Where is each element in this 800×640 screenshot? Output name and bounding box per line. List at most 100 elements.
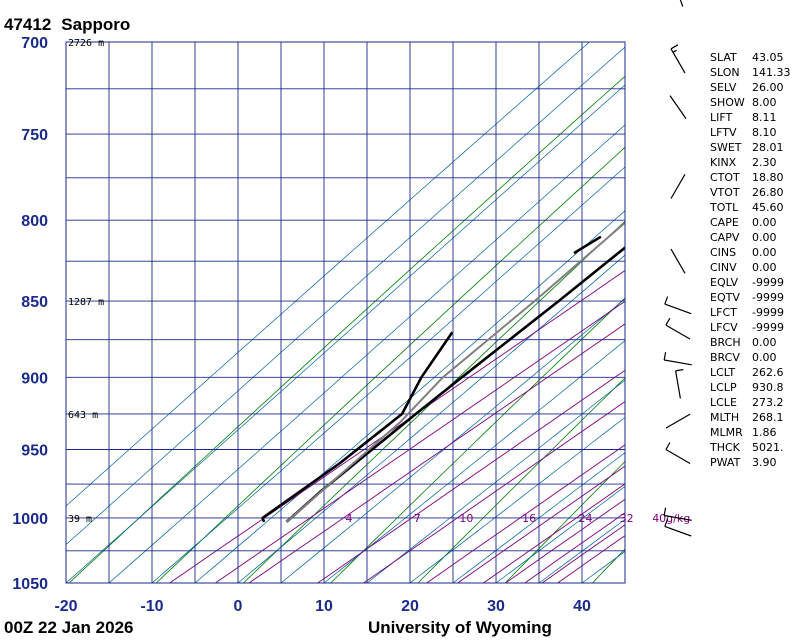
height-label: 1287 m bbox=[68, 297, 104, 308]
mixing-ratio-label: 4 bbox=[346, 512, 353, 525]
mixing-ratio-line bbox=[363, 401, 625, 583]
mixing-ratio-line bbox=[505, 498, 625, 583]
wind-barb-shaft bbox=[665, 448, 691, 465]
index-name: MLTH bbox=[710, 411, 739, 424]
pressure-tick-label: 1000 bbox=[12, 511, 48, 528]
wind-barb-shaft bbox=[665, 413, 691, 429]
dry-adiabat bbox=[156, 146, 625, 583]
mixing-ratio-label: 40g/kg bbox=[652, 512, 690, 525]
dry-adiabat bbox=[417, 377, 625, 583]
wind-barb bbox=[664, 518, 692, 537]
height-label: 2726 m bbox=[68, 38, 104, 49]
mixing-ratio-line bbox=[457, 465, 625, 583]
index-value: -9999 bbox=[752, 291, 784, 304]
wind-barb-shaft bbox=[664, 303, 692, 315]
moist-adiabat bbox=[66, 42, 590, 507]
wind-barb bbox=[670, 173, 686, 199]
index-name: EQLV bbox=[710, 276, 739, 289]
temperature-tick-label: -10 bbox=[140, 598, 163, 615]
index-value: 3.90 bbox=[752, 456, 777, 469]
index-value: -9999 bbox=[752, 276, 784, 289]
index-name: SLAT bbox=[710, 51, 737, 64]
index-name: SHOW bbox=[710, 96, 745, 109]
pressure-tick-label: 950 bbox=[21, 443, 48, 460]
wind-barb-flag bbox=[665, 442, 671, 450]
index-value: 8.11 bbox=[752, 111, 777, 124]
station-id: 47412 bbox=[4, 15, 51, 34]
isobar-isotherm-grid bbox=[66, 42, 625, 583]
index-value: 26.00 bbox=[752, 81, 784, 94]
wind-barb-shaft bbox=[679, 0, 684, 7]
index-name: VTOT bbox=[710, 186, 740, 199]
moist-adiabat bbox=[66, 84, 625, 583]
index-name: LCLP bbox=[710, 381, 737, 394]
temperature-tick-label: 20 bbox=[401, 598, 419, 615]
index-name: LCLE bbox=[710, 396, 737, 409]
pressure-tick-label: 900 bbox=[21, 370, 48, 387]
index-value: 0.00 bbox=[752, 246, 777, 259]
index-name: EQTV bbox=[710, 291, 740, 304]
wind-barb bbox=[665, 317, 691, 340]
mixing-ratio-label: 10 bbox=[459, 512, 473, 525]
wind-barb-shaft bbox=[664, 525, 692, 537]
wind-barb-shaft bbox=[669, 95, 687, 119]
index-value: 273.2 bbox=[752, 396, 784, 409]
index-name: LFTV bbox=[710, 126, 737, 139]
height-label: 39 m bbox=[68, 514, 92, 525]
moist-adiabat bbox=[151, 166, 625, 583]
index-name: PWAT bbox=[710, 456, 741, 469]
dewpoint-upper-line bbox=[573, 235, 602, 255]
mixing-ratio-label: 32 bbox=[620, 512, 634, 525]
index-value: 1.86 bbox=[752, 426, 777, 439]
index-name: CAPE bbox=[710, 216, 739, 229]
index-name: SWET bbox=[710, 141, 742, 154]
index-value: 0.00 bbox=[752, 351, 777, 364]
temperature-tick-label: 40 bbox=[573, 598, 591, 615]
index-name: KINX bbox=[710, 156, 737, 169]
moist-adiabat bbox=[452, 452, 625, 583]
pressure-axis: 700 750 800 850 900 950 1000 1050 bbox=[12, 35, 48, 593]
moist-adiabat bbox=[366, 379, 625, 583]
index-value: -9999 bbox=[752, 321, 784, 334]
index-name: BRCH bbox=[710, 336, 741, 349]
mixing-ratio-line bbox=[426, 444, 625, 583]
dry-adiabat bbox=[504, 460, 625, 583]
pressure-tick-label: 1050 bbox=[12, 576, 48, 593]
wind-barb bbox=[664, 296, 692, 315]
height-label: 643 m bbox=[68, 410, 98, 421]
index-value: 268.1 bbox=[752, 411, 784, 424]
wind-barbs bbox=[663, 0, 692, 537]
index-value: 18.80 bbox=[752, 171, 784, 184]
index-value: 0.00 bbox=[752, 231, 777, 244]
index-value: 5021. bbox=[752, 441, 784, 454]
index-value: 8.00 bbox=[752, 96, 777, 109]
index-value: 45.60 bbox=[752, 201, 784, 214]
mixing-ratio-line bbox=[317, 369, 625, 583]
index-name: CAPV bbox=[710, 231, 740, 244]
index-value: 2.30 bbox=[752, 156, 777, 169]
index-value: 8.10 bbox=[752, 126, 777, 139]
pressure-tick-label: 750 bbox=[21, 127, 48, 144]
index-value: 26.80 bbox=[752, 186, 784, 199]
mixing-ratio-label: 7 bbox=[414, 512, 421, 525]
wind-barb bbox=[663, 507, 692, 521]
index-name: LFCV bbox=[710, 321, 738, 334]
index-name: LIFT bbox=[710, 111, 733, 124]
wind-barb bbox=[669, 95, 687, 119]
temperature-tick-label: 30 bbox=[487, 598, 505, 615]
parcel-line bbox=[285, 221, 625, 523]
mixing-ratio-line bbox=[483, 483, 625, 583]
pressure-tick-label: 850 bbox=[21, 294, 48, 311]
wind-barb bbox=[665, 442, 691, 465]
index-value: 0.00 bbox=[752, 216, 777, 229]
index-value: 43.05 bbox=[752, 51, 784, 64]
mixing-ratio-label: 16 bbox=[522, 512, 536, 525]
wind-barb-flag bbox=[663, 351, 667, 361]
wind-barb bbox=[670, 44, 686, 74]
index-name: SELV bbox=[710, 81, 737, 94]
temperature-tick-label: 0 bbox=[234, 598, 243, 615]
index-name: BRCV bbox=[710, 351, 740, 364]
wind-barb-shaft bbox=[664, 514, 692, 521]
index-name: CTOT bbox=[710, 171, 740, 184]
pressure-tick-label: 700 bbox=[21, 35, 48, 52]
